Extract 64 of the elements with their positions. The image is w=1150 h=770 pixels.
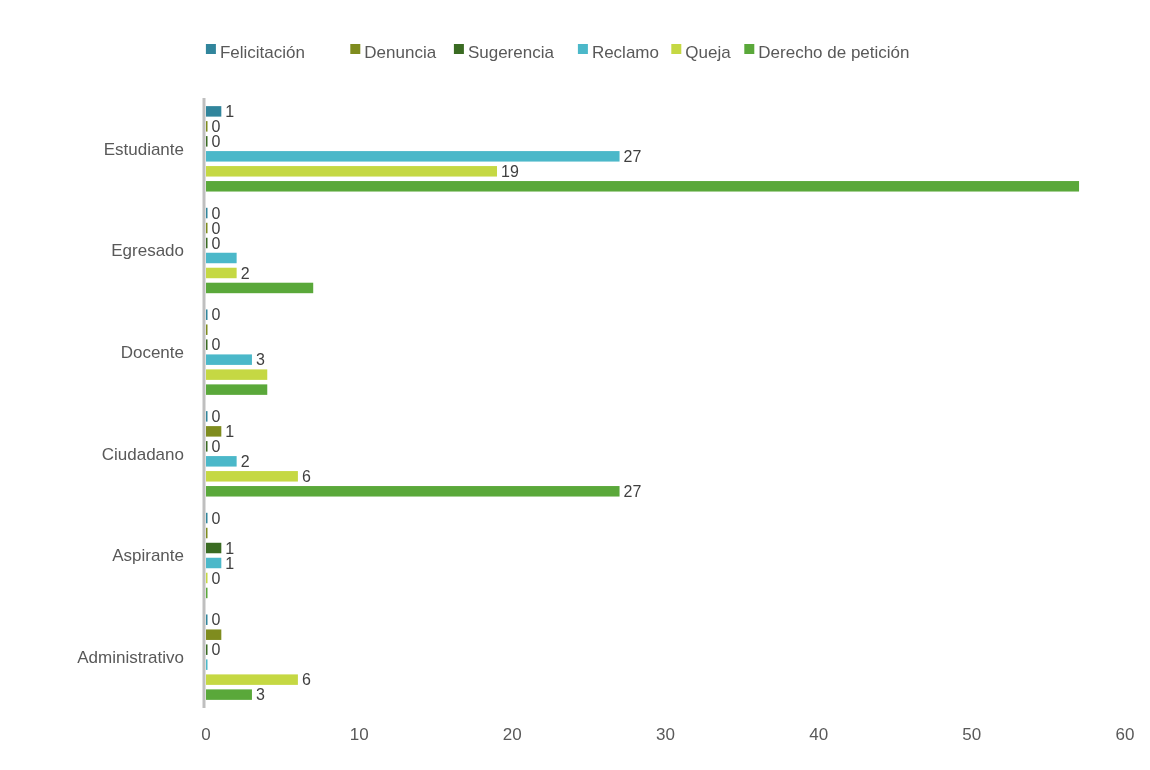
x-tick-label: 50 <box>962 725 982 744</box>
data-label: 27 <box>623 147 642 165</box>
data-label: 1 <box>225 422 235 440</box>
legend-label: Felicitación <box>219 42 305 62</box>
legend-label: Denuncia <box>364 42 437 62</box>
bar <box>206 674 298 685</box>
data-label: 0 <box>211 117 221 135</box>
data-label: 0 <box>211 437 221 455</box>
data-label: 2 <box>240 452 250 470</box>
bar <box>206 151 620 162</box>
x-tick-label: 60 <box>1115 725 1135 744</box>
bar <box>206 252 237 264</box>
bar <box>206 426 222 437</box>
data-label: 3 <box>255 351 265 369</box>
data-label: 0 <box>211 306 221 324</box>
data-label: 2 <box>240 264 250 282</box>
legend-label: Reclamo <box>591 42 659 62</box>
y-tick-label: Administrativo <box>77 648 184 668</box>
bar <box>206 166 498 177</box>
data-label: 6 <box>301 671 311 689</box>
bar <box>206 542 222 554</box>
data-label: 1 <box>225 539 235 557</box>
data-label: 0 <box>211 407 221 425</box>
data-label: 0 <box>211 611 221 629</box>
data-label: 6 <box>301 467 311 485</box>
x-tick-label: 30 <box>656 725 675 744</box>
bar <box>206 486 620 497</box>
x-tick-label: 40 <box>809 725 829 744</box>
data-label: 0 <box>211 219 221 237</box>
bar <box>206 629 222 640</box>
y-tick-label: Estudiante <box>103 139 184 159</box>
bar <box>206 181 1080 192</box>
data-label: 0 <box>211 569 221 587</box>
y-tick-label: Ciudadano <box>101 444 184 464</box>
y-tick-label: Aspirante <box>112 546 184 566</box>
legend-label: Queja <box>685 42 732 62</box>
legend-label: Sugerencia <box>467 42 555 62</box>
data-label: 0 <box>211 132 221 150</box>
x-tick-label: 10 <box>349 725 369 744</box>
bar <box>206 557 222 569</box>
legend-label: Derecho de petición <box>758 42 910 62</box>
data-label: 0 <box>211 204 221 222</box>
bar <box>206 282 314 294</box>
bar <box>206 267 237 279</box>
data-label: 27 <box>623 482 642 500</box>
bar <box>206 384 268 395</box>
bar <box>206 689 252 700</box>
bar <box>206 369 268 380</box>
data-label: 1 <box>225 554 235 572</box>
data-label: 19 <box>501 162 519 180</box>
bar <box>206 354 252 365</box>
data-label: 3 <box>255 686 265 704</box>
data-label: 0 <box>211 509 221 527</box>
data-label: 0 <box>211 234 221 252</box>
x-tick-label: 20 <box>502 725 522 744</box>
bar <box>206 471 298 482</box>
y-tick-label: Docente <box>120 343 184 363</box>
data-label: 0 <box>211 641 221 659</box>
data-label: 1 <box>225 102 235 120</box>
data-label: 0 <box>211 336 221 354</box>
y-tick-label: Egresado <box>111 241 184 261</box>
x-tick-label: 0 <box>201 725 211 744</box>
bar <box>206 106 222 117</box>
bar <box>206 456 237 467</box>
